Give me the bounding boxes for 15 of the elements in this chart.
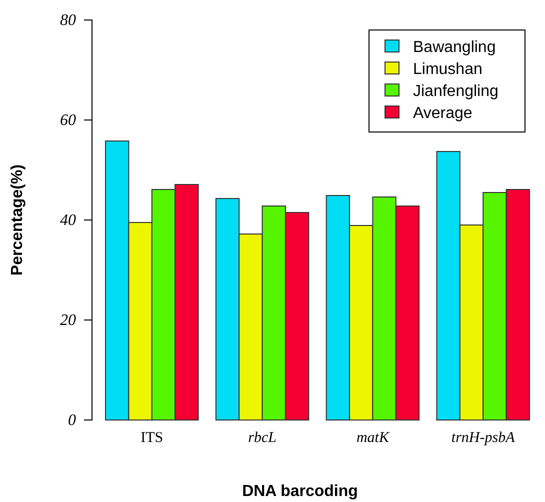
x-tick-label: rbcL xyxy=(248,430,276,446)
y-tick-label: 20 xyxy=(60,312,76,330)
y-tick-label: 0 xyxy=(68,412,76,430)
legend-label: Bawangling xyxy=(413,39,496,56)
x-tick-label: ITS xyxy=(140,430,164,446)
x-tick-label: matK xyxy=(356,430,390,446)
legend-label: Limushan xyxy=(413,61,482,78)
y-tick-label: 80 xyxy=(60,12,76,30)
y-axis-title: Percentage(%) xyxy=(9,164,26,276)
x-tick-label: trnH-psbA xyxy=(451,430,516,446)
x-axis-title: DNA barcoding xyxy=(242,483,358,500)
y-tick-label: 40 xyxy=(60,212,76,230)
legend-label: Average xyxy=(413,105,472,122)
legend-label: Jianfengling xyxy=(413,83,498,100)
y-tick-label: 60 xyxy=(60,112,76,130)
